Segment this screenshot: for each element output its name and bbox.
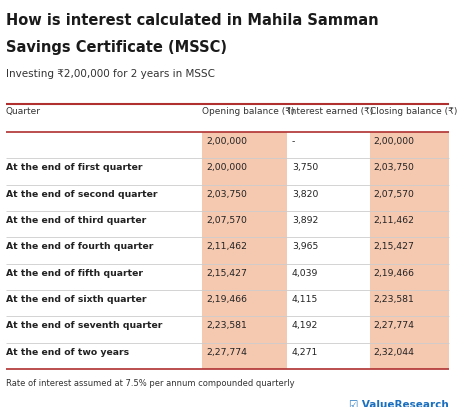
Text: 2,23,581: 2,23,581 xyxy=(206,322,247,330)
Text: At the end of first quarter: At the end of first quarter xyxy=(6,163,142,173)
Bar xyxy=(202,343,287,369)
Bar xyxy=(370,343,449,369)
Bar xyxy=(370,264,449,290)
Bar xyxy=(370,316,449,343)
Text: At the end of sixth quarter: At the end of sixth quarter xyxy=(6,295,146,304)
Text: 2,07,570: 2,07,570 xyxy=(373,190,414,199)
Text: 3,750: 3,750 xyxy=(292,163,318,173)
Text: 2,15,427: 2,15,427 xyxy=(373,243,414,252)
Text: 3,892: 3,892 xyxy=(292,216,318,225)
Text: 2,00,000: 2,00,000 xyxy=(206,163,247,173)
Text: Interest earned (₹): Interest earned (₹) xyxy=(288,107,374,116)
Text: At the end of third quarter: At the end of third quarter xyxy=(6,216,146,225)
Bar xyxy=(370,237,449,264)
Text: Closing balance (₹): Closing balance (₹) xyxy=(370,107,457,116)
Text: Opening balance (₹): Opening balance (₹) xyxy=(202,107,295,116)
Text: 4,192: 4,192 xyxy=(292,322,318,330)
Bar xyxy=(202,264,287,290)
Text: 2,00,000: 2,00,000 xyxy=(206,137,247,146)
Text: 2,32,044: 2,32,044 xyxy=(373,348,414,357)
Bar xyxy=(370,132,449,158)
Bar xyxy=(370,290,449,316)
Text: -: - xyxy=(292,137,295,146)
Bar xyxy=(202,316,287,343)
Text: 2,27,774: 2,27,774 xyxy=(206,348,247,357)
Text: 2,15,427: 2,15,427 xyxy=(206,269,247,278)
Text: 2,00,000: 2,00,000 xyxy=(373,137,414,146)
Text: 4,115: 4,115 xyxy=(292,295,318,304)
Text: 2,19,466: 2,19,466 xyxy=(373,269,414,278)
Text: At the end of fourth quarter: At the end of fourth quarter xyxy=(6,243,153,252)
Text: 2,03,750: 2,03,750 xyxy=(206,190,247,199)
Bar xyxy=(202,290,287,316)
Bar xyxy=(202,132,287,158)
Text: At the end of second quarter: At the end of second quarter xyxy=(6,190,157,199)
Text: How is interest calculated in Mahila Samman: How is interest calculated in Mahila Sam… xyxy=(6,13,379,28)
Bar xyxy=(202,185,287,211)
Text: 2,23,581: 2,23,581 xyxy=(373,295,414,304)
Text: ☑ ValueResearch: ☑ ValueResearch xyxy=(349,400,449,407)
Text: At the end of seventh quarter: At the end of seventh quarter xyxy=(6,322,162,330)
Text: Quarter: Quarter xyxy=(6,107,41,116)
Text: 2,07,570: 2,07,570 xyxy=(206,216,247,225)
Text: 2,03,750: 2,03,750 xyxy=(373,163,414,173)
Text: 2,11,462: 2,11,462 xyxy=(206,243,247,252)
Text: At the end of fifth quarter: At the end of fifth quarter xyxy=(6,269,143,278)
Bar xyxy=(370,211,449,237)
Text: 3,965: 3,965 xyxy=(292,243,318,252)
Bar xyxy=(370,185,449,211)
Text: 3,820: 3,820 xyxy=(292,190,318,199)
Text: 4,271: 4,271 xyxy=(292,348,318,357)
Text: At the end of two years: At the end of two years xyxy=(6,348,129,357)
Bar xyxy=(202,237,287,264)
Text: Rate of interest assumed at 7.5% per annum compounded quarterly: Rate of interest assumed at 7.5% per ann… xyxy=(6,379,294,389)
Text: 4,039: 4,039 xyxy=(292,269,318,278)
Text: Savings Certificate (MSSC): Savings Certificate (MSSC) xyxy=(6,40,227,55)
Bar xyxy=(202,158,287,185)
Text: 2,27,774: 2,27,774 xyxy=(373,322,414,330)
Text: Investing ₹2,00,000 for 2 years in MSSC: Investing ₹2,00,000 for 2 years in MSSC xyxy=(6,69,215,79)
Text: 2,19,466: 2,19,466 xyxy=(206,295,247,304)
Text: 2,11,462: 2,11,462 xyxy=(373,216,414,225)
Bar xyxy=(202,211,287,237)
Bar xyxy=(370,158,449,185)
